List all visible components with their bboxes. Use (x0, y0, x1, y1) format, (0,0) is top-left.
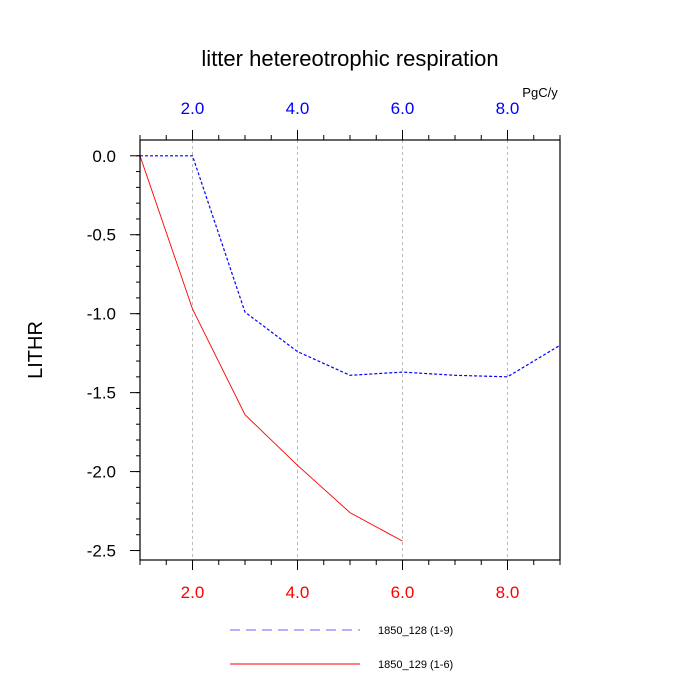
grid-lines (192, 140, 508, 560)
bottom-tick-label: 2.0 (181, 583, 205, 602)
legend-label-1: 1850_128 (1-9) (378, 625, 453, 637)
axis-ticks (130, 130, 561, 570)
bottom-tick-label: 6.0 (391, 583, 415, 602)
top-tick-label: 8.0 (496, 99, 520, 118)
y-tick-label: -2.0 (87, 463, 116, 482)
series-line-2 (139, 155, 403, 542)
top-axis-unit: PgC/y (522, 85, 558, 100)
y-tick-label: 0.0 (92, 147, 116, 166)
series-line-1 (140, 155, 561, 378)
chart-title: litter hetereotrophic respiration (201, 46, 498, 71)
y-tick-label: -1.5 (87, 384, 116, 403)
series-lines (139, 155, 561, 542)
top-tick-label: 2.0 (181, 99, 205, 118)
bottom-tick-label: 4.0 (286, 583, 310, 602)
plot-frame (139, 139, 561, 561)
top-tick-label: 6.0 (391, 99, 415, 118)
y-axis-label: LITHR (25, 321, 47, 379)
legend-label-2: 1850_129 (1-6) (378, 659, 453, 671)
tick-labels: 0.0 -0.5 -1.0 -1.5 -2.0 -2.5 2.0 4.0 6.0 8.0 2.0 4.… (87, 99, 520, 602)
y-tick-label: -2.5 (87, 542, 116, 561)
y-tick-label: -0.5 (87, 226, 116, 245)
legend: 1850_128 (1-9) 1850_129 (1-6) (230, 625, 453, 671)
top-tick-label: 4.0 (286, 99, 310, 118)
y-tick-label: -1.0 (87, 305, 116, 324)
bottom-tick-label: 8.0 (496, 583, 520, 602)
